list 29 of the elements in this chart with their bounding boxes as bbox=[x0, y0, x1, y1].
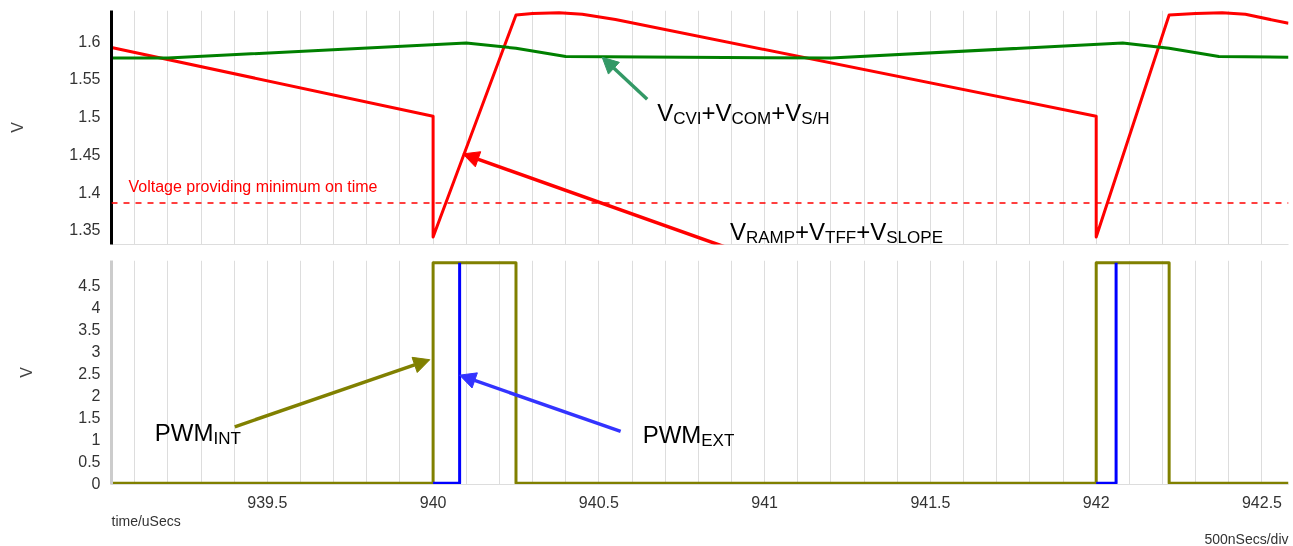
y-tick-label: 2 bbox=[91, 386, 101, 404]
y-tick-label: 1.45 bbox=[69, 145, 101, 163]
x-tick-label: 941 bbox=[751, 493, 779, 511]
y-tick-label: 1.6 bbox=[78, 32, 101, 50]
y-tick-label: 1.55 bbox=[69, 70, 101, 88]
line-series bbox=[111, 41, 1289, 60]
y-tick-label: 3.5 bbox=[78, 320, 101, 338]
y-tick-label: 0 bbox=[91, 475, 101, 493]
y-tick-label: 0.5 bbox=[78, 453, 101, 471]
x-axis-title: time/uSecs bbox=[111, 512, 181, 529]
y-tick-label: 1 bbox=[91, 431, 101, 449]
x-tick-label: 942.5 bbox=[1241, 493, 1283, 511]
y-tick-label: 1.5 bbox=[78, 108, 101, 126]
x-tick-label: 940 bbox=[419, 493, 447, 511]
y-tick-label: 4 bbox=[91, 298, 101, 316]
x-tick-label: 941.5 bbox=[910, 493, 951, 511]
y-tick-label: 3 bbox=[91, 342, 101, 360]
x-tick-label: 942 bbox=[1082, 493, 1110, 511]
x-tick-label: 940.5 bbox=[578, 493, 619, 511]
ref-line-label: Voltage providing minimum on time bbox=[128, 177, 378, 195]
y-tick-label: 4.5 bbox=[78, 276, 101, 294]
y-axis-title: V bbox=[18, 366, 36, 378]
y-tick-label: 2.5 bbox=[78, 364, 101, 382]
y-tick-label: 1.4 bbox=[78, 183, 101, 201]
text: 500nSecs/div bbox=[1204, 530, 1289, 546]
y-tick-label: 1.5 bbox=[78, 409, 101, 427]
y-tick-label: 1.35 bbox=[69, 221, 101, 239]
x-tick-label: 939.5 bbox=[247, 493, 288, 511]
y-axis-title: V bbox=[9, 121, 27, 133]
